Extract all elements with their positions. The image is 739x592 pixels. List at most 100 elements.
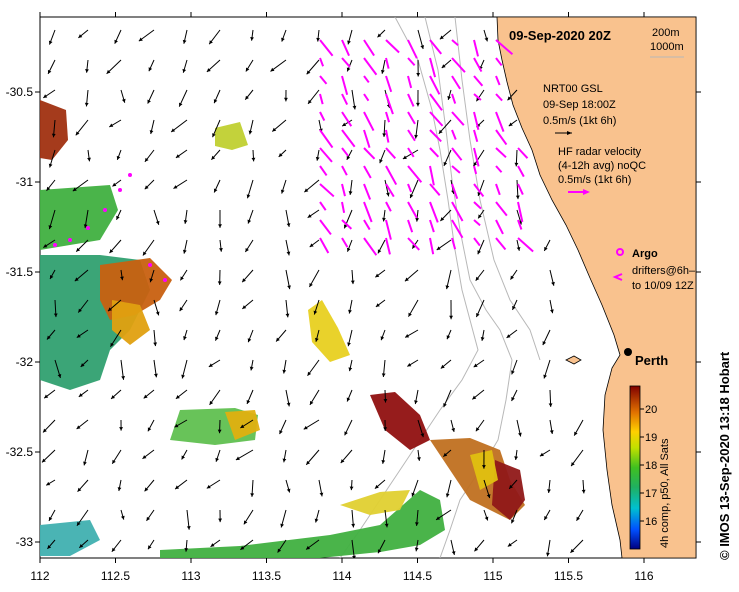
model-arrow-head	[348, 309, 352, 314]
model-arrow-head	[182, 68, 187, 73]
isobath-200m-north	[454, 17, 541, 361]
model-arrow-head	[382, 217, 386, 222]
model-arrow-head	[407, 362, 412, 367]
drifter-point	[86, 226, 90, 230]
model-arrow-head	[438, 129, 443, 134]
model-arrow-head	[279, 430, 283, 435]
model-arrow-head	[110, 342, 114, 347]
hf-arrow	[363, 57, 378, 76]
model-arrow-head	[148, 545, 152, 550]
model-arrow-head	[408, 312, 412, 317]
model-arrow-head	[111, 547, 116, 552]
model-arrow-head	[443, 403, 447, 408]
model-arrow-head	[477, 250, 481, 255]
model-arrow-head	[117, 487, 122, 491]
drifter-point	[118, 188, 122, 192]
y-tick-label: -31.5	[6, 265, 34, 279]
y-tick-label: -31	[16, 175, 34, 189]
model-arrow-head	[240, 424, 245, 429]
model-arrow-head	[249, 366, 254, 371]
model-arrow-head	[76, 425, 81, 430]
model-arrow-head	[175, 154, 180, 158]
argo-symbol	[616, 248, 624, 256]
model-arrow-head	[53, 313, 58, 318]
drifter-point	[68, 238, 72, 242]
model-arrow-head	[240, 546, 245, 550]
model-arrow-head	[507, 96, 512, 101]
model-arrow-head	[178, 102, 183, 107]
hf-arrow	[363, 183, 372, 200]
drifter-point	[163, 278, 167, 282]
model-arrow-head	[147, 427, 152, 432]
model-arrow-head	[473, 363, 478, 368]
hf-arrow	[473, 93, 482, 101]
model-arrow-head	[76, 247, 81, 252]
model-arrow-head	[43, 94, 48, 98]
hf-arrow	[363, 219, 371, 231]
model-arrow-head	[48, 40, 53, 45]
x-tick-label: 113.5	[252, 569, 281, 583]
model-arrow-head	[343, 224, 348, 229]
model-arrow-head	[473, 162, 478, 167]
hf-arrow	[341, 75, 349, 96]
island	[565, 355, 582, 365]
x-tick-label: 114.5	[403, 569, 432, 583]
model-arrow-head	[114, 39, 118, 44]
model-arrow-head	[78, 393, 83, 397]
hf-arrow	[451, 219, 464, 239]
model-arrow-head	[119, 427, 123, 431]
model-arrow-head	[486, 494, 491, 499]
model-arrow-head	[308, 99, 312, 104]
model-arrow-head	[314, 337, 319, 342]
model-arrow-head	[518, 432, 522, 437]
colorbar-tick-label: 19	[645, 432, 657, 444]
hf-arrow	[363, 75, 370, 84]
model-arrow-head	[417, 457, 421, 461]
model-arrow-head	[147, 99, 151, 104]
drifter-point	[128, 173, 132, 177]
model-arrow-head	[83, 224, 88, 229]
model-arrow-head	[377, 33, 382, 38]
hf-arrow	[407, 219, 414, 233]
model-arrow-head	[306, 70, 311, 75]
model-arrow-head	[43, 244, 48, 248]
model-arrow-head	[47, 69, 52, 74]
hf-arrow	[495, 147, 507, 159]
y-tick-label: -32	[16, 355, 34, 369]
hf-arrow	[495, 183, 501, 196]
model-arrow-head	[121, 376, 125, 380]
depth-legend-1000: 1000m	[650, 41, 684, 53]
model-arrow-head	[248, 130, 253, 135]
model-arrow-head	[84, 102, 89, 107]
model-arrow-head	[551, 281, 555, 286]
model-arrow-head	[416, 102, 420, 107]
model-arrow-head	[380, 69, 385, 74]
hf-arrow	[385, 165, 398, 186]
hf-legend-line1: HF radar velocity	[558, 146, 642, 158]
hf-arrow	[429, 39, 443, 55]
model-arrow-head	[175, 395, 180, 399]
land-mass	[496, 17, 696, 558]
model-arrow-head	[306, 460, 311, 465]
hf-arrow	[495, 165, 503, 173]
model-arrow-head	[183, 336, 187, 341]
model-arrow-head	[112, 182, 117, 187]
model-arrow-head	[80, 363, 85, 367]
hf-arrow	[473, 237, 481, 247]
model-arrow-head	[46, 335, 51, 340]
model-arrow-head	[155, 311, 160, 316]
model-arrow-head	[142, 455, 147, 459]
model-arrow-head	[409, 194, 414, 199]
model-arrow-head	[386, 192, 390, 197]
hf-arrow	[451, 129, 457, 140]
drifter-symbol	[612, 273, 623, 281]
hf-arrow	[407, 75, 413, 89]
hf-arrow	[495, 129, 508, 146]
hf-arrow	[385, 147, 397, 159]
model-arrow-head	[381, 460, 386, 464]
model-arrow-head	[348, 191, 353, 195]
model-arrow-head	[507, 542, 512, 547]
model-arrow-head	[78, 308, 82, 313]
model-arrow-head	[85, 69, 89, 73]
nrt-legend-line1: NRT00 GSL	[543, 83, 603, 95]
